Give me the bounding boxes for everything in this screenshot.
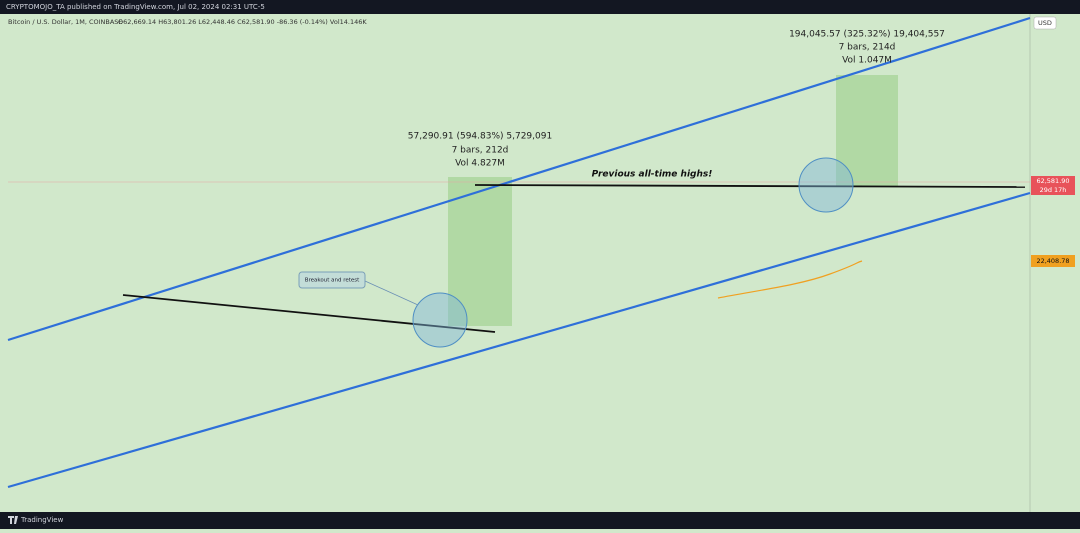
ohlc: O62,669.14 H63,801.26 L62,448.46 C62,581… — [118, 18, 367, 26]
measure-text: Vol 4.827M — [455, 159, 505, 169]
measure-text: 57,290.91 (594.83%) 5,729,091 — [408, 132, 552, 142]
bottom-bar — [0, 512, 1080, 529]
ma-price: 22,408.78 — [1036, 257, 1069, 265]
callout-box — [298, 271, 366, 289]
plot-bg — [0, 14, 1080, 512]
moving-average — [717, 260, 863, 299]
ma-price-box — [1031, 255, 1075, 267]
publisher: CRYPTOMOJO_TA published on TradingView.c… — [6, 3, 265, 11]
logo — [8, 516, 18, 524]
countdown: 29d 17h — [1040, 186, 1067, 194]
highlight-circle — [798, 157, 854, 213]
measure-text: 7 bars, 212d — [452, 146, 509, 156]
measure-text: 7 bars, 214d — [839, 43, 896, 53]
measure-text: 194,045.57 (325.32%) 19,404,557 — [789, 30, 945, 40]
currency-box — [1033, 16, 1057, 30]
last-price-box — [1031, 176, 1075, 195]
symbol: Bitcoin / U.S. Dollar, 1M, COINBASE — [8, 18, 123, 26]
highlight-circle — [412, 292, 468, 348]
callout-text: Breakout and retest — [305, 278, 360, 284]
channel-upper — [7, 16, 1031, 342]
channel-lower — [7, 191, 1031, 489]
measure-text: Vol 1.047M — [842, 56, 892, 66]
ath-line — [474, 184, 1026, 188]
last-price: 62,581.90 — [1036, 177, 1069, 185]
ath-label: Previous all-time highs! — [592, 170, 713, 180]
trend-line — [122, 294, 496, 333]
brand: TradingView — [20, 516, 64, 524]
top-bar — [0, 0, 1080, 14]
callout-pointer — [364, 280, 419, 306]
currency: USD — [1038, 19, 1052, 27]
measure-box — [836, 75, 898, 187]
